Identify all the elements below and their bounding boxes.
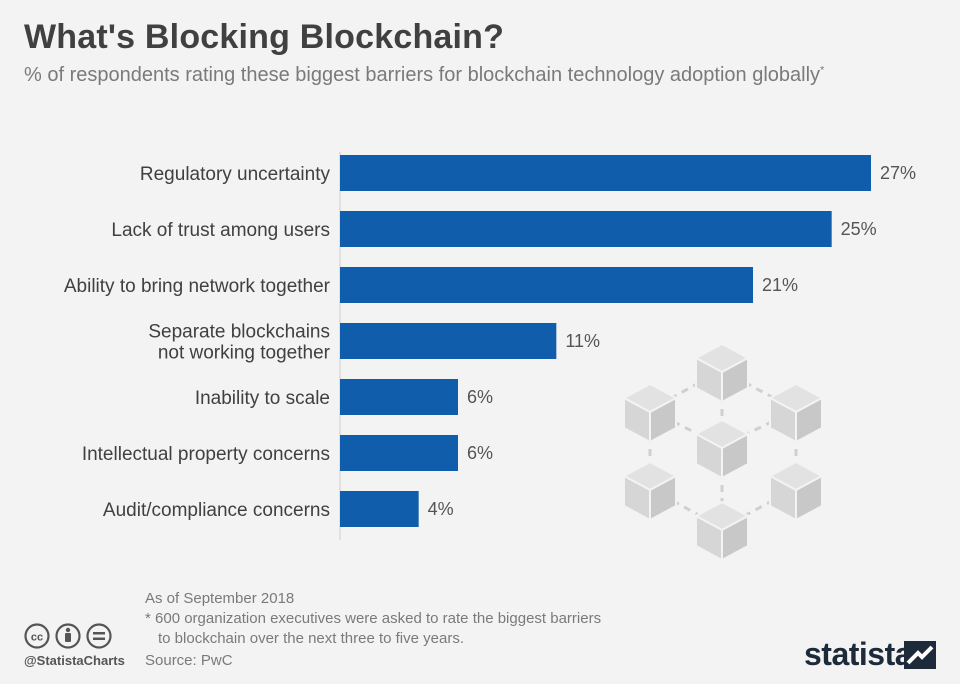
bar-value-label: 27% [880,163,916,183]
bar-value-label: 4% [428,499,454,519]
footnote: As of September 2018 * 600 organization … [145,589,601,649]
bar [340,155,871,191]
svg-text:cc: cc [31,632,43,644]
category-label: Inability to scale [195,388,330,409]
chart-title: What's Blocking Blockchain? [24,18,505,56]
bar [340,267,753,303]
cube-face [721,356,749,404]
bar [340,435,458,471]
cc-icon: cc [24,623,50,649]
chart-subtitle: % of respondents rating these biggest ba… [24,64,824,87]
bar [340,323,557,359]
category-label: Regulatory uncertainty [140,164,331,185]
bar [340,379,458,415]
footnote-line-2: to blockchain over the next three to fiv… [158,630,464,647]
bar-value-label: 21% [762,275,798,295]
as-of-date: As of September 2018 [145,590,295,607]
cube-face [721,432,749,480]
license-icons: cc [24,623,112,649]
statista-logo-text: statista [804,636,913,672]
bar-value-label: 6% [467,387,493,407]
bar-value-label: 11% [565,331,600,351]
category-label: Intellectual property concerns [82,444,330,465]
bar-value-label: 25% [841,219,877,239]
cube-face [795,474,823,522]
bar [340,491,419,527]
blockchain-network-icon [621,342,825,562]
cube-face [649,396,677,444]
source-text: Source: PwC [145,652,233,669]
statista-logo-icon [904,641,936,669]
cube-face [795,396,823,444]
subtitle-text: % of respondents rating these biggest ba… [24,64,821,86]
category-label: Ability to bring network together [64,276,331,297]
attribution-icon [55,623,81,649]
cube-face [649,474,677,522]
statista-handle: @StatistaCharts [24,653,125,668]
bar [340,211,832,247]
no-derivatives-icon [86,623,112,649]
category-label: Audit/compliance concerns [103,500,330,521]
category-label: Lack of trust among users [111,220,330,241]
bar-value-label: 6% [467,443,493,463]
category-label: not working together [158,343,331,364]
category-label: Separate blockchains [148,322,330,343]
cube-face [721,514,749,562]
footnote-line-1: * 600 organization executives were asked… [145,610,602,627]
subtitle-footnote-mark: * [820,64,825,77]
